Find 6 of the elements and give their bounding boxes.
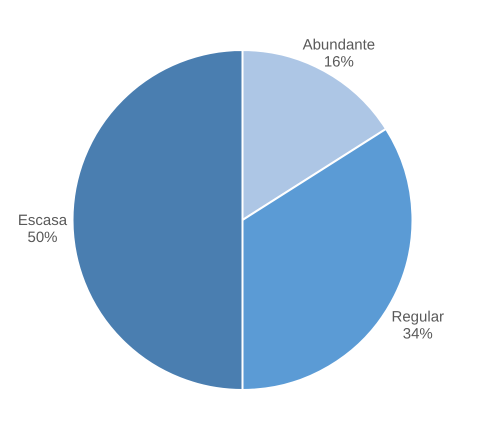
data-label: 16%	[324, 54, 354, 71]
slice-label: Escasa	[18, 212, 68, 229]
slice-label: Regular	[391, 308, 444, 326]
data-label: 50%	[27, 229, 58, 246]
slice-label: Abundante	[302, 36, 376, 54]
data-label: 34%	[402, 325, 433, 342]
